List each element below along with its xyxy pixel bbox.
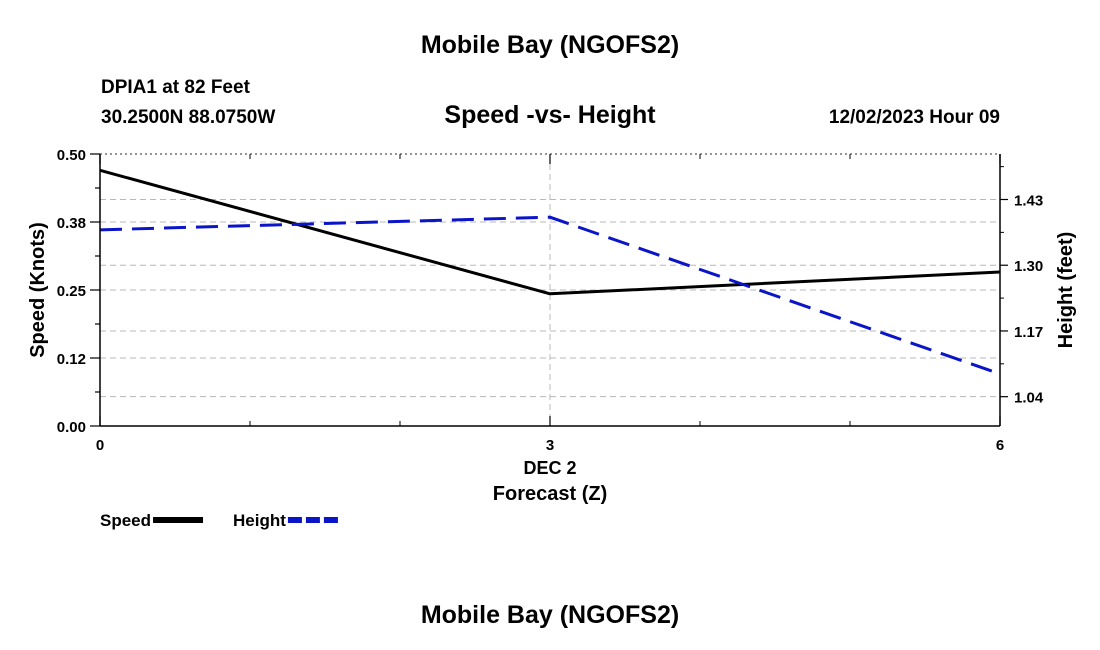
legend-label-height: Height [233,511,286,530]
y-left-axis-title: Speed (Knots) [27,222,49,358]
tick-labels: 0.00 0.12 0.25 0.38 0.50 1.04 1.17 1.30 1.43 0 3 6 D… [27,147,1077,505]
legend-label-speed: Speed [100,511,151,530]
series-lines [99,168,1001,376]
x-tick-label: 0 [96,437,104,454]
x-sublabel: DEC 2 [523,458,576,478]
series-line-height [99,215,1001,376]
axes [90,153,1008,427]
y-left-tick-label: 0.25 [57,283,86,300]
footer-title: Mobile Bay (NGOFS2) [420,601,680,629]
y-left-tick-label: 0.12 [57,351,86,368]
y-left-tick-label: 0.50 [57,147,86,164]
x-tick-label: 3 [546,437,554,454]
legend: Speed Height [100,511,338,530]
y-right-tick-label: 1.04 [1014,390,1044,407]
y-left-tick-label: 0.38 [57,215,86,232]
y-right-tick-label: 1.43 [1014,193,1043,210]
y-right-tick-label: 1.17 [1014,324,1043,341]
chart-title: Mobile Bay (NGOFS2) [420,31,680,59]
grid-lines [100,153,1000,426]
series-line-speed [99,168,1001,296]
datetime-label: 12/02/2023 Hour 09 [828,107,1000,128]
x-axis-title: Forecast (Z) [493,483,607,505]
y-right-axis-title: Height (feet) [1055,232,1077,349]
x-tick-label: 6 [996,437,1004,454]
station-label: DPIA1 at 82 Feet [101,77,250,98]
y-left-tick-label: 0.00 [57,419,86,436]
y-right-tick-label: 1.30 [1014,258,1043,275]
coordinates-label: 30.2500N 88.0750W [101,107,276,128]
plot-subtitle: Speed -vs- Height [444,101,656,129]
